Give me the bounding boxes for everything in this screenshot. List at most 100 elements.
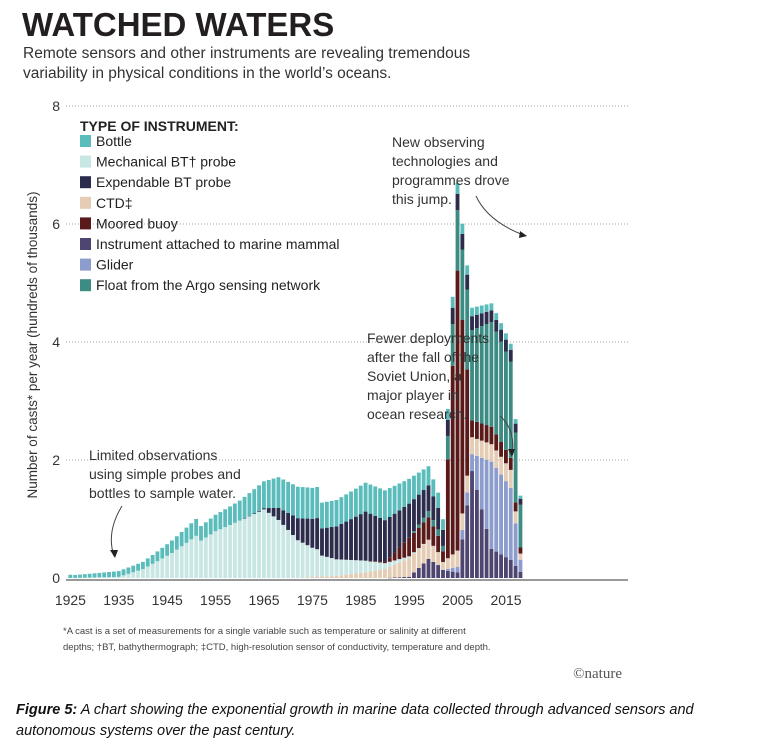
bar-segment-xbt-1992 bbox=[392, 513, 397, 553]
bar-segment-bottle-1984 bbox=[353, 488, 358, 517]
bar-segment-mbt-1953 bbox=[203, 537, 208, 578]
bar-segment-bottle-1990 bbox=[383, 490, 387, 521]
bar-segment-xbt-1970 bbox=[286, 512, 291, 530]
bar-segment-glider-2012 bbox=[489, 461, 494, 549]
bar-segment-bottle-2016 bbox=[508, 343, 513, 350]
bar-segment-mbt-1968 bbox=[276, 519, 281, 578]
bar-segment-mbt-1931 bbox=[97, 577, 102, 578]
bar-segment-xbt-1982 bbox=[344, 521, 349, 560]
bar-segment-bottle-1961 bbox=[242, 496, 247, 519]
bar-segment-glider-2004 bbox=[450, 568, 455, 572]
bar-segment-xbt-1987 bbox=[368, 513, 373, 561]
bar-segment-ctd-2004 bbox=[450, 554, 455, 569]
legend-label-0: Bottle bbox=[96, 133, 132, 149]
bar-segment-bottle-1949 bbox=[184, 527, 189, 543]
bar-segment-moored-2006 bbox=[460, 319, 465, 514]
bar-segment-mammal-2006 bbox=[460, 539, 465, 578]
bar-segment-bottle-2000 bbox=[431, 479, 436, 497]
bar-segment-bottle-1957 bbox=[223, 509, 228, 528]
bar-segment-bottle-1944 bbox=[160, 547, 165, 559]
bar-segment-bottle-1935 bbox=[116, 571, 121, 577]
bar-segment-mbt-1992 bbox=[392, 560, 397, 565]
bar-segment-bottle-1932 bbox=[102, 572, 107, 578]
bar-segment-mbt-1991 bbox=[387, 561, 392, 567]
bar-segment-bottle-2009 bbox=[474, 306, 479, 315]
bar-segment-ctd-1993 bbox=[397, 562, 402, 578]
bar-segment-bottle-1950 bbox=[189, 523, 194, 540]
bar-segment-ctd-1989 bbox=[378, 569, 382, 578]
bar-segment-moored-2015 bbox=[504, 449, 508, 464]
annot-limited-line-1: using simple probes and bbox=[89, 466, 241, 482]
x-tick-label: 1995 bbox=[394, 592, 425, 608]
bar-segment-argo-2000 bbox=[431, 520, 436, 527]
bar-segment-bottle-2011 bbox=[484, 304, 489, 312]
bar-segment-mbt-1994 bbox=[402, 557, 407, 561]
bar-segment-argo-2005 bbox=[455, 210, 460, 271]
bar-segment-argo-2004 bbox=[450, 324, 455, 366]
bar-segment-bottle-1979 bbox=[329, 500, 334, 528]
legend-swatch-0 bbox=[80, 135, 91, 147]
bar-segment-xbt-1979 bbox=[329, 527, 334, 559]
bar-segment-xbt-2004 bbox=[450, 307, 455, 325]
legend-swatch-3 bbox=[80, 196, 91, 209]
bar-segment-bottle-2015 bbox=[504, 333, 508, 340]
bar-segment-ctd-2007 bbox=[465, 475, 470, 493]
bar-segment-moored-1990 bbox=[383, 561, 387, 564]
bar-segment-mbt-1954 bbox=[208, 534, 213, 578]
bar-segment-mbt-1995 bbox=[407, 556, 412, 559]
bar-segment-argo-2018 bbox=[518, 504, 523, 548]
bar-segment-argo-2009 bbox=[474, 328, 479, 422]
bar-segment-bottle-2007 bbox=[465, 265, 470, 275]
bar-segment-mbt-1927 bbox=[78, 577, 82, 579]
bar-segment-mammal-2003 bbox=[445, 570, 450, 578]
bar-segment-mammal-2012 bbox=[489, 548, 494, 578]
x-tick-label: 1955 bbox=[200, 592, 231, 608]
bar-segment-mammal-2018 bbox=[518, 571, 523, 578]
bar-segment-glider-2015 bbox=[504, 481, 508, 558]
bar-segment-mbt-1970 bbox=[286, 529, 291, 578]
bar-segment-xbt-1984 bbox=[353, 516, 358, 561]
bar-segment-glider-2011 bbox=[484, 459, 489, 529]
bar-segment-xbt-2005 bbox=[455, 193, 460, 211]
bar-segment-xbt-1995 bbox=[407, 503, 412, 538]
bar-segment-ctd-1994 bbox=[402, 560, 407, 578]
legend-label-3: CTD‡ bbox=[96, 195, 133, 211]
annot-soviet-line-4: ocean research. bbox=[367, 406, 467, 422]
bar-segment-bottle-1938 bbox=[131, 565, 136, 573]
bar-segment-mbt-1933 bbox=[107, 577, 111, 578]
bar-segment-argo-2013 bbox=[494, 331, 499, 435]
bar-segment-glider-2010 bbox=[479, 457, 484, 510]
bar-segment-bottle-1953 bbox=[203, 522, 208, 538]
bar-segment-mbt-1989 bbox=[378, 562, 382, 570]
bar-segment-mbt-1988 bbox=[373, 561, 378, 571]
bar-segment-ctd-1981 bbox=[339, 575, 344, 578]
bar-segment-bottle-1980 bbox=[334, 500, 339, 527]
bar-segment-ctd-1986 bbox=[363, 572, 368, 578]
bar-segment-xbt-1983 bbox=[349, 519, 353, 560]
legend-title: TYPE OF INSTRUMENT: bbox=[80, 118, 239, 134]
bar-segment-glider-2016 bbox=[508, 487, 513, 560]
x-tick-label: 1965 bbox=[248, 592, 279, 608]
x-tick-label: 1935 bbox=[103, 592, 134, 608]
bar-segment-xbt-1976 bbox=[315, 518, 320, 550]
bar-segment-xbt-2012 bbox=[489, 310, 494, 322]
bar-segment-xbt-1986 bbox=[363, 511, 368, 561]
bar-segment-bottle-1943 bbox=[155, 551, 160, 562]
bar-segment-bottle-2005 bbox=[455, 182, 460, 194]
bar-segment-mbt-1977 bbox=[320, 555, 324, 577]
arrowhead-new-technologies bbox=[519, 231, 527, 238]
bar-segment-argo-2012 bbox=[489, 321, 494, 427]
bar-segment-ctd-2017 bbox=[513, 511, 518, 524]
bar-segment-bottle-1952 bbox=[199, 526, 203, 541]
bar-segment-xbt-1966 bbox=[266, 508, 271, 513]
bar-segment-moored-2003 bbox=[445, 459, 450, 559]
bar-segment-bottle-1967 bbox=[271, 478, 276, 508]
bar-segment-mammal-1996 bbox=[412, 572, 416, 578]
bar-segment-ctd-1997 bbox=[416, 549, 421, 568]
bar-segment-mammal-2008 bbox=[470, 471, 474, 578]
bar-segment-ctd-1992 bbox=[392, 564, 397, 578]
bar-segment-moored-1992 bbox=[392, 552, 397, 561]
bar-segment-mammal-1998 bbox=[421, 563, 426, 578]
bar-segment-xbt-2010 bbox=[479, 313, 484, 327]
bar-segment-xbt-2003 bbox=[445, 419, 450, 436]
